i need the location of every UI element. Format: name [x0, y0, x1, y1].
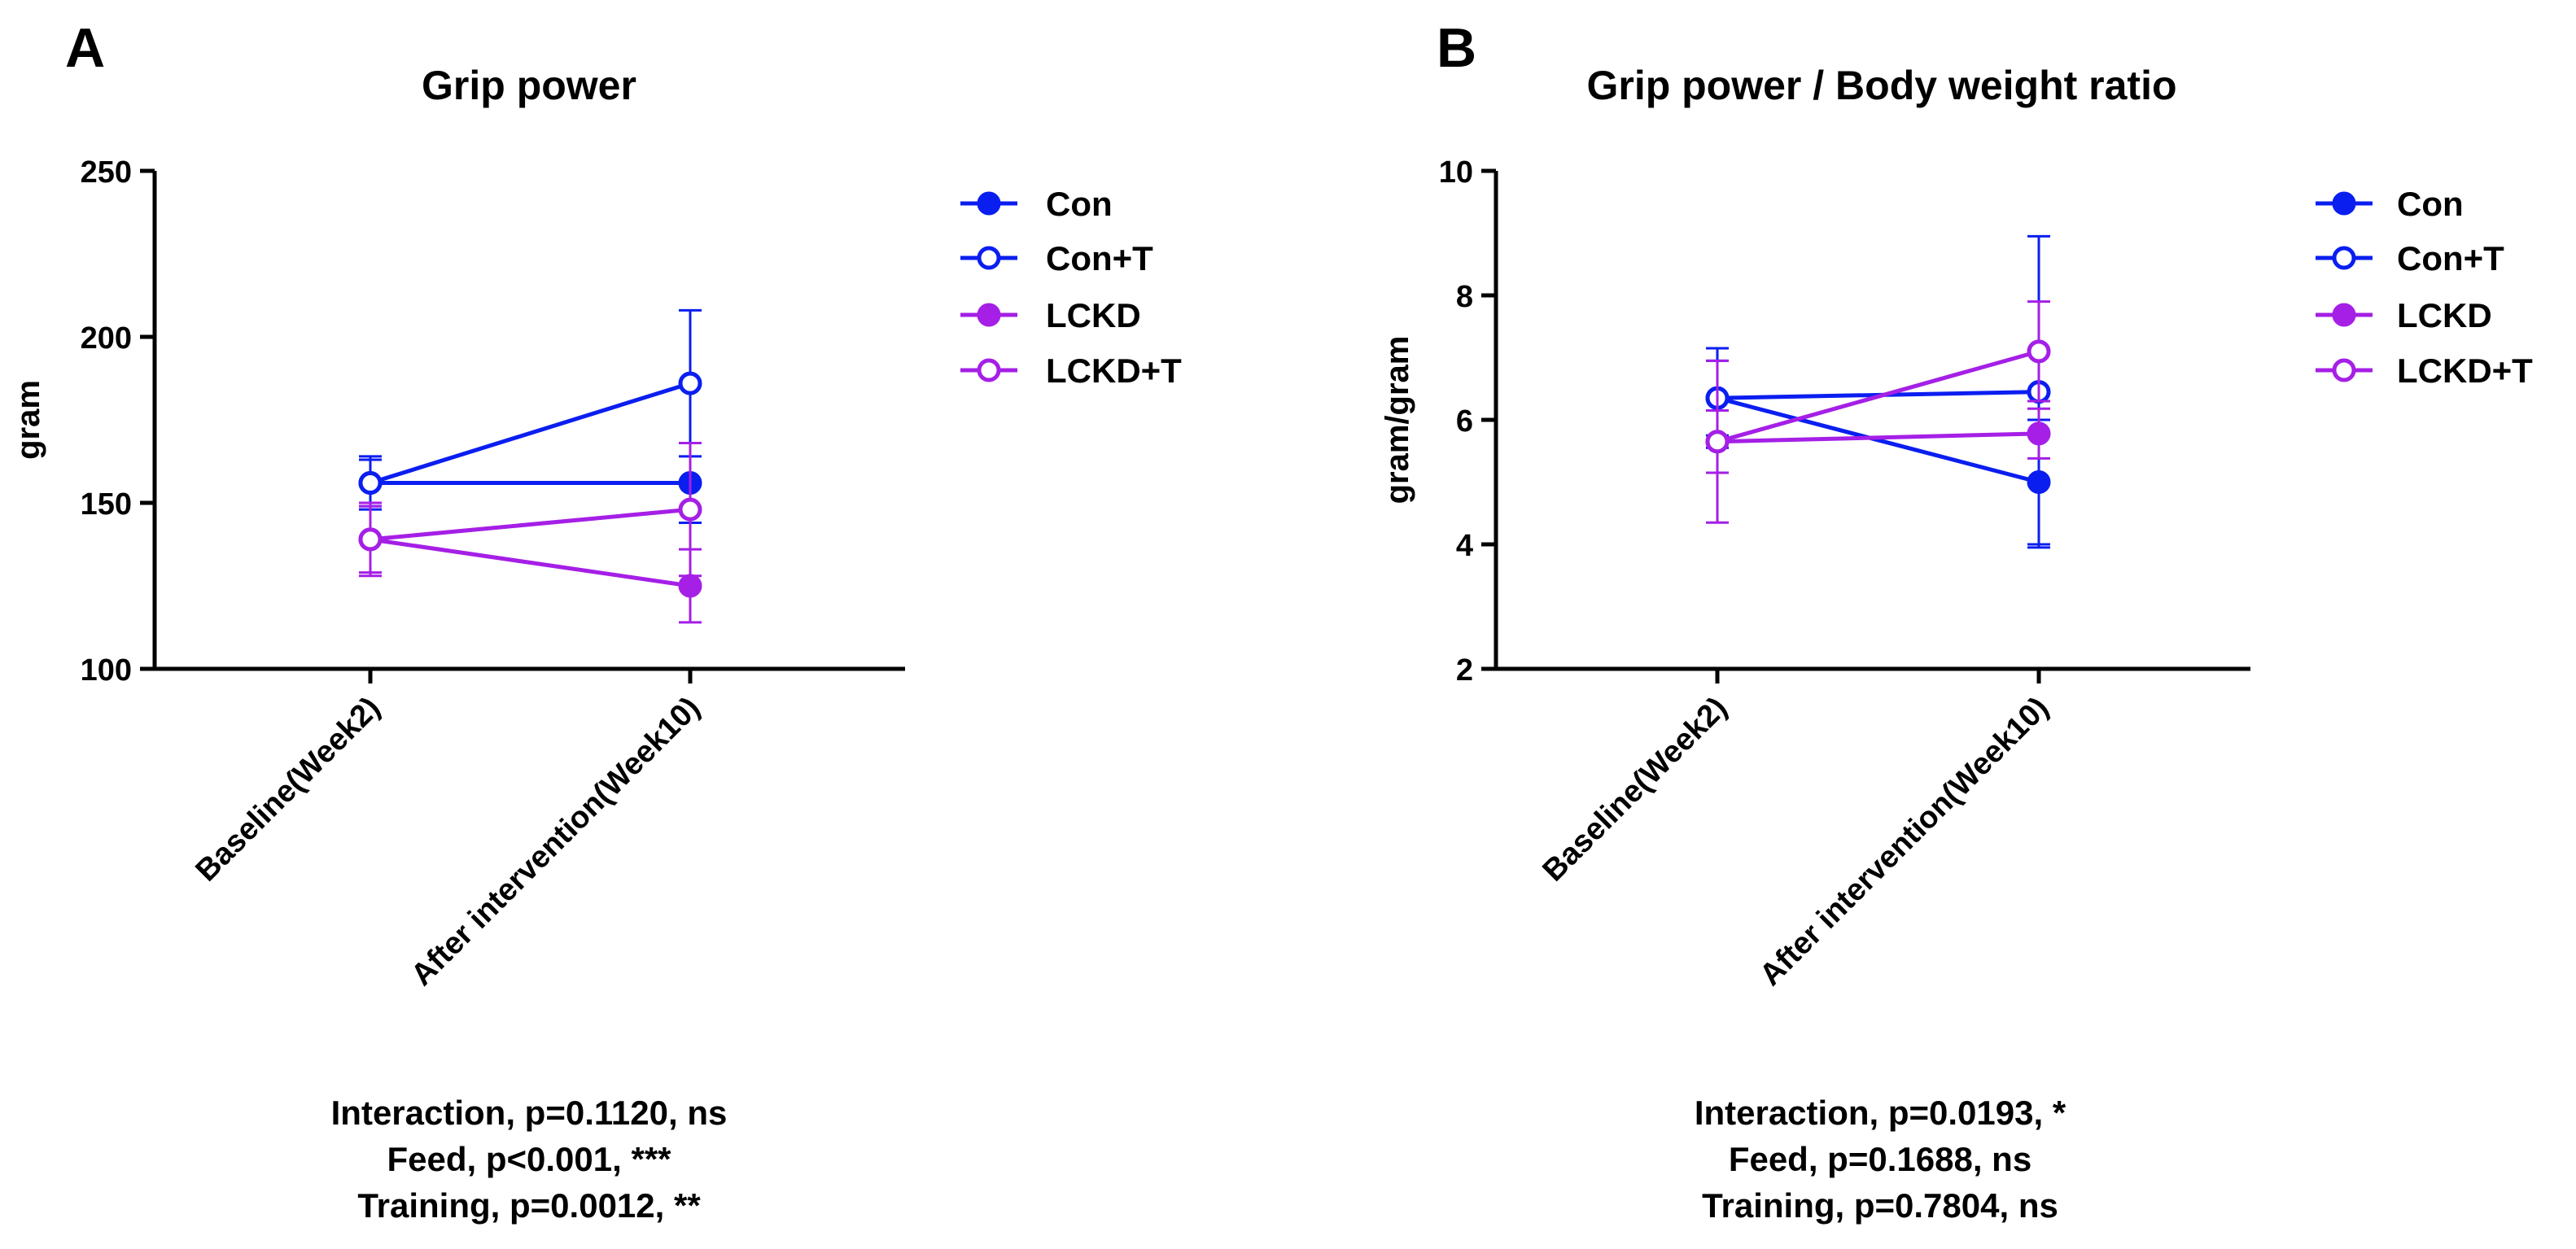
stats-line: Interaction, p=0.0193, *: [1695, 1094, 2066, 1132]
stats-line: Feed, p=0.1688, ns: [1729, 1140, 2031, 1178]
x-tick-label: After intervention(Week10): [1753, 691, 2055, 993]
legend-swatch-marker: [977, 191, 1001, 216]
stats-block: Interaction, p=0.0193, * Feed, p=0.1688, …: [1695, 1094, 2066, 1225]
chart-panel-a: A Grip power 100 150 200 250 gram Baseline(Week…: [11, 17, 1182, 1225]
series-lckd-plus-t: [1705, 300, 2051, 524]
y-tick-label: 10: [1439, 155, 1473, 190]
legend-label: Con: [1046, 185, 1113, 223]
series-line: [370, 537, 691, 588]
stats-line: Training, p=0.7804, ns: [1702, 1186, 2058, 1225]
panel-label: A: [65, 17, 105, 79]
x-tick-label: After intervention(Week10): [405, 691, 706, 993]
chart-title: Grip power / Body weight ratio: [1586, 63, 2176, 108]
data-point: [678, 371, 702, 395]
x-tick-label: Baseline(Week2): [190, 691, 387, 889]
legend-swatch-marker: [2332, 303, 2356, 327]
y-tick-label: 8: [1456, 280, 1473, 314]
legend: Con Con+T LCKD LCKD+T: [960, 185, 1182, 390]
y-axis-label: gram: [11, 380, 46, 460]
legend-swatch-marker: [977, 303, 1001, 327]
legend-swatch-marker: [2332, 191, 2356, 216]
y-tick-label: 2: [1456, 653, 1473, 688]
data-point: [2027, 421, 2051, 446]
data-point: [1705, 430, 1730, 454]
legend-swatch-marker: [2332, 358, 2356, 382]
stats-line: Training, p=0.0012, **: [357, 1186, 701, 1225]
chart-title: Grip power: [422, 63, 636, 108]
legend-label: LCKD+T: [1046, 352, 1182, 390]
data-point: [678, 574, 702, 598]
y-tick-label: 250: [81, 155, 132, 190]
chart-panel-b: B Grip power / Body weight ratio 2 4 6 8 10 gra…: [1380, 17, 2533, 1225]
series-lckd: [358, 501, 702, 624]
stats-block: Interaction, p=0.1120, ns Feed, p<0.001, …: [331, 1094, 728, 1225]
series-con: [358, 442, 702, 524]
y-tick-label: 6: [1456, 404, 1473, 439]
x-tick-label: Baseline(Week2): [1537, 691, 1734, 889]
legend: Con Con+T LCKD LCKD+T: [2316, 185, 2533, 390]
y-tick-label: 100: [81, 653, 132, 688]
series-line: [370, 507, 691, 542]
legend-swatch-marker: [977, 358, 1001, 382]
legend-label: LCKD: [1046, 296, 1141, 334]
legend-label: LCKD: [2397, 296, 2492, 334]
series-line: [1717, 395, 2040, 484]
legend-label: Con+T: [2397, 239, 2504, 277]
data-point: [2027, 339, 2051, 364]
series-line: [370, 381, 691, 485]
y-tick-label: 200: [81, 321, 132, 356]
legend-swatch-marker: [977, 246, 1001, 270]
y-tick-label: 4: [1456, 529, 1473, 563]
legend-label: LCKD+T: [2397, 352, 2533, 390]
series-con-plus-t: [1705, 234, 2051, 549]
data-point: [358, 527, 383, 552]
panel-label: B: [1437, 17, 1476, 79]
series-con: [1705, 359, 2051, 546]
series-con-plus-t: [358, 308, 702, 511]
stats-line: Feed, p<0.001, ***: [387, 1140, 671, 1178]
series-lckd-plus-t: [358, 442, 702, 578]
series-line: [1717, 349, 2040, 444]
series-line: [1717, 431, 2040, 444]
stats-line: Interaction, p=0.1120, ns: [331, 1094, 728, 1132]
y-tick-label: 150: [81, 487, 132, 522]
y-axis-label: gram/gram: [1380, 336, 1415, 504]
legend-label: Con: [2397, 185, 2464, 223]
legend-label: Con+T: [1046, 239, 1153, 277]
data-point: [358, 471, 383, 496]
data-point: [678, 497, 702, 522]
legend-swatch-marker: [2332, 246, 2356, 270]
